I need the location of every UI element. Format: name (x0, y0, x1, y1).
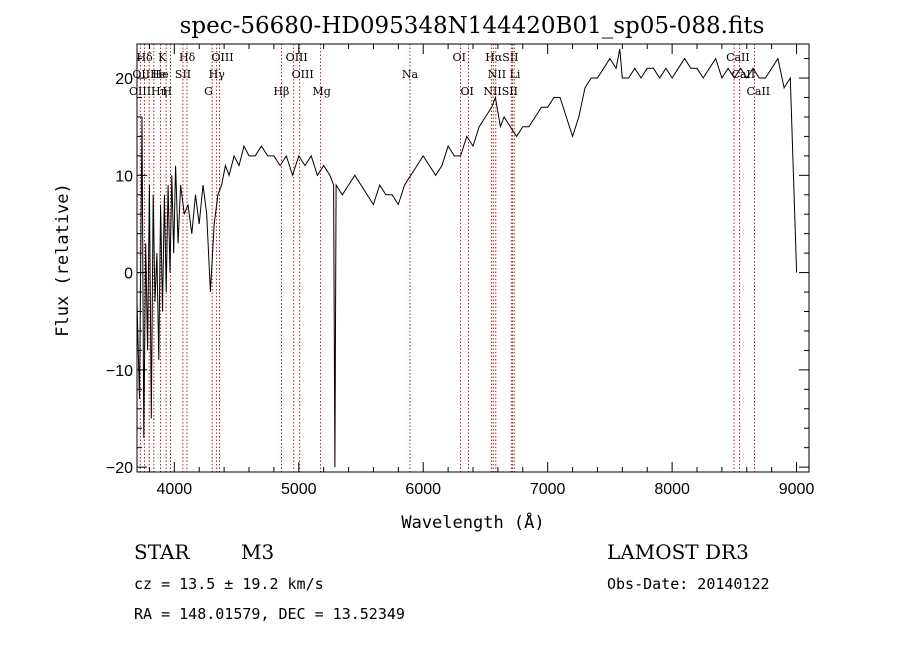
coordinates: RA = 148.01579, DEC = 13.52349 (134, 605, 405, 623)
y-tick-label-1: −10 (106, 363, 133, 380)
survey-name: LAMOST DR3 (607, 540, 749, 564)
spectral-line-label-23: CaII (746, 85, 770, 98)
spectral-line-label-11: Hγ (209, 68, 226, 81)
y-tick-label-4: 20 (115, 71, 133, 88)
spectral-line-label-9: He (153, 68, 169, 81)
spectral-line-label-10: SII (175, 68, 191, 81)
spectral-line-label-4: OIII (286, 51, 308, 64)
spectral-line-label-3: OIII (212, 51, 234, 64)
object-subclass: M3 (241, 540, 274, 564)
spectral-line-label-2: Hδ (179, 51, 196, 64)
x-tick-label-0: 4000 (157, 481, 193, 498)
y-tick-label-0: −20 (106, 460, 133, 477)
x-tick-label-4: 8000 (654, 481, 690, 498)
spectral-line-label-5: OI (453, 51, 466, 64)
spectral-line-label-22: NIISII (483, 85, 518, 98)
redshift-velocity: cz = 13.5 ± 19.2 km/s (134, 575, 324, 593)
spectral-line-label-21: OI (461, 85, 474, 98)
observation-date: Obs-Date: 20140122 (607, 575, 770, 593)
spectral-line-label-7: CaII (726, 51, 750, 64)
spectral-line-label-1: K (158, 51, 167, 64)
spectral-line-label-6: HαSII (485, 51, 518, 64)
x-tick-label-2: 6000 (405, 481, 441, 498)
spectral-line-label-20: Mg (313, 85, 331, 98)
spectral-line-label-17: H (162, 85, 172, 98)
x-axis-ticks: 4000 5000 6000 7000 8000 9000 (148, 44, 815, 498)
spectral-line-label-0: Hδ (136, 51, 153, 64)
spectral-line-label-18: G (204, 85, 213, 98)
x-tick-label-5: 9000 (779, 481, 815, 498)
chart-title: spec-56680-HD095348N144420B01_sp05-088.f… (180, 13, 765, 39)
y-tick-label-3: 10 (115, 168, 133, 185)
x-tick-label-3: 7000 (530, 481, 566, 498)
spectral-line-label-15: CaII (732, 68, 756, 81)
spectral-line-label-19: Hβ (273, 85, 289, 98)
spectral-line-label-13: Na (402, 68, 419, 81)
plot-frame (136, 43, 810, 473)
spectral-line-label-16: OIIIHη (129, 85, 167, 98)
y-axis-label: Flux (relative) (53, 183, 73, 337)
spectral-line-label-14: NII Li (488, 68, 521, 81)
y-axis-ticks: −20 −10 0 10 20 (106, 58, 809, 477)
x-tick-label-1: 5000 (281, 481, 317, 498)
y-tick-label-2: 0 (124, 266, 133, 283)
spectral-line-label-12: OIII (292, 68, 314, 81)
spectral-line-markers (139, 44, 755, 472)
x-axis-label: Wavelength (Å) (401, 511, 544, 533)
flux-series-line (136, 48, 798, 468)
object-class: STAR (134, 540, 190, 564)
